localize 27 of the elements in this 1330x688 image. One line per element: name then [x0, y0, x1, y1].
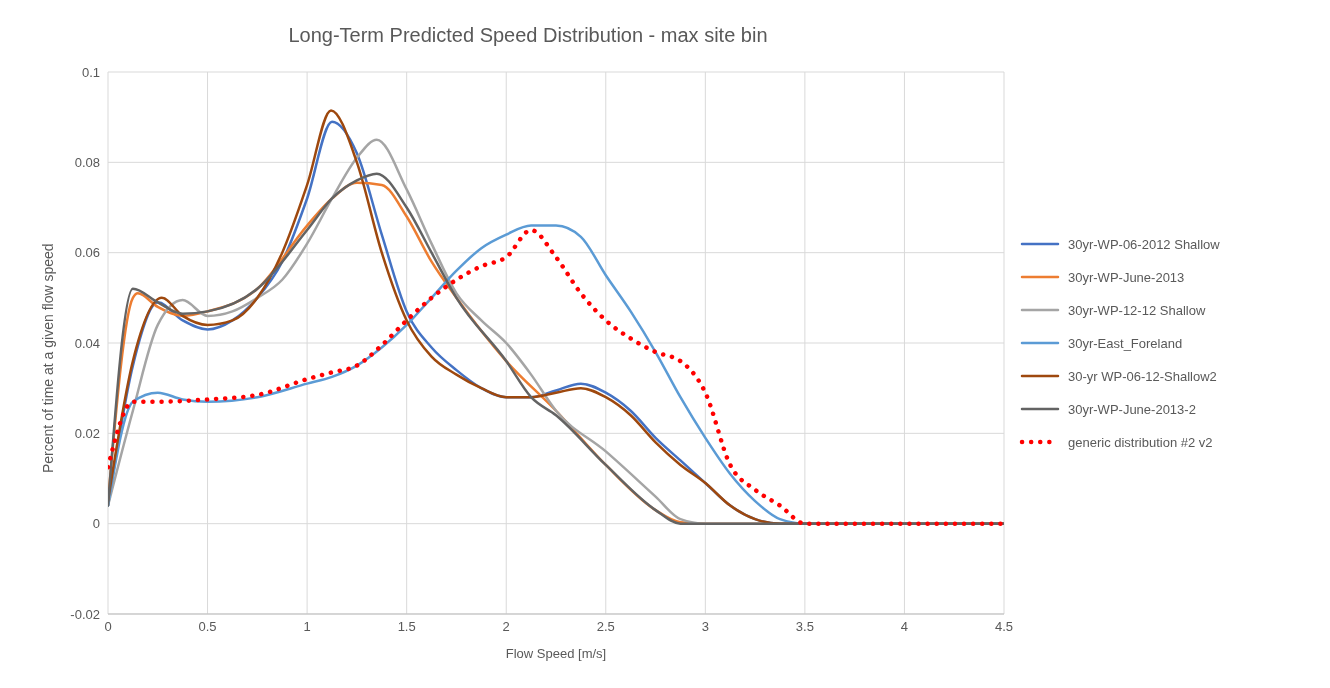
x-tick-label: 2: [502, 619, 510, 635]
y-axis-title: Percent of time at a given flow speed: [39, 243, 56, 473]
x-tick-label: 4: [900, 619, 909, 635]
legend-label: 30yr-WP-June-2013: [1068, 269, 1185, 285]
legend-label: 30yr-WP-12-12 Shallow: [1068, 302, 1206, 318]
legend-label: 30yr-WP-June-2013-2: [1068, 401, 1196, 417]
y-tick-label: 0.1: [81, 64, 100, 80]
y-tick-label: 0.02: [74, 425, 100, 441]
x-tick-label: 1.5: [397, 619, 416, 635]
x-tick-label: 0.5: [198, 619, 217, 635]
legend-label: generic distribution #2 v2: [1068, 434, 1213, 450]
x-axis-title: Flow Speed [m/s]: [505, 646, 607, 661]
x-tick-label: 0: [104, 619, 112, 635]
legend-label: 30yr-East_Foreland: [1068, 335, 1183, 351]
y-tick-label: 0.08: [74, 154, 100, 170]
x-tick-label: 2.5: [596, 619, 615, 635]
y-tick-label: 0.06: [74, 245, 100, 261]
chart-title: Long-Term Predicted Speed Distribution - max site bin: [287, 24, 769, 47]
y-tick-label: 0: [92, 516, 100, 532]
legend-label: 30yr-WP-06-2012 Shallow: [1068, 236, 1220, 252]
x-tick-label: 3: [701, 619, 709, 635]
x-tick-label: 4.5: [994, 619, 1014, 635]
x-tick-label: 1: [303, 619, 311, 635]
legend-label: 30-yr WP-06-12-Shallow2: [1068, 368, 1217, 384]
y-tick-label: 0.04: [74, 335, 100, 351]
x-tick-label: 3.5: [795, 619, 814, 635]
y-tick-label: -0.02: [70, 606, 100, 622]
